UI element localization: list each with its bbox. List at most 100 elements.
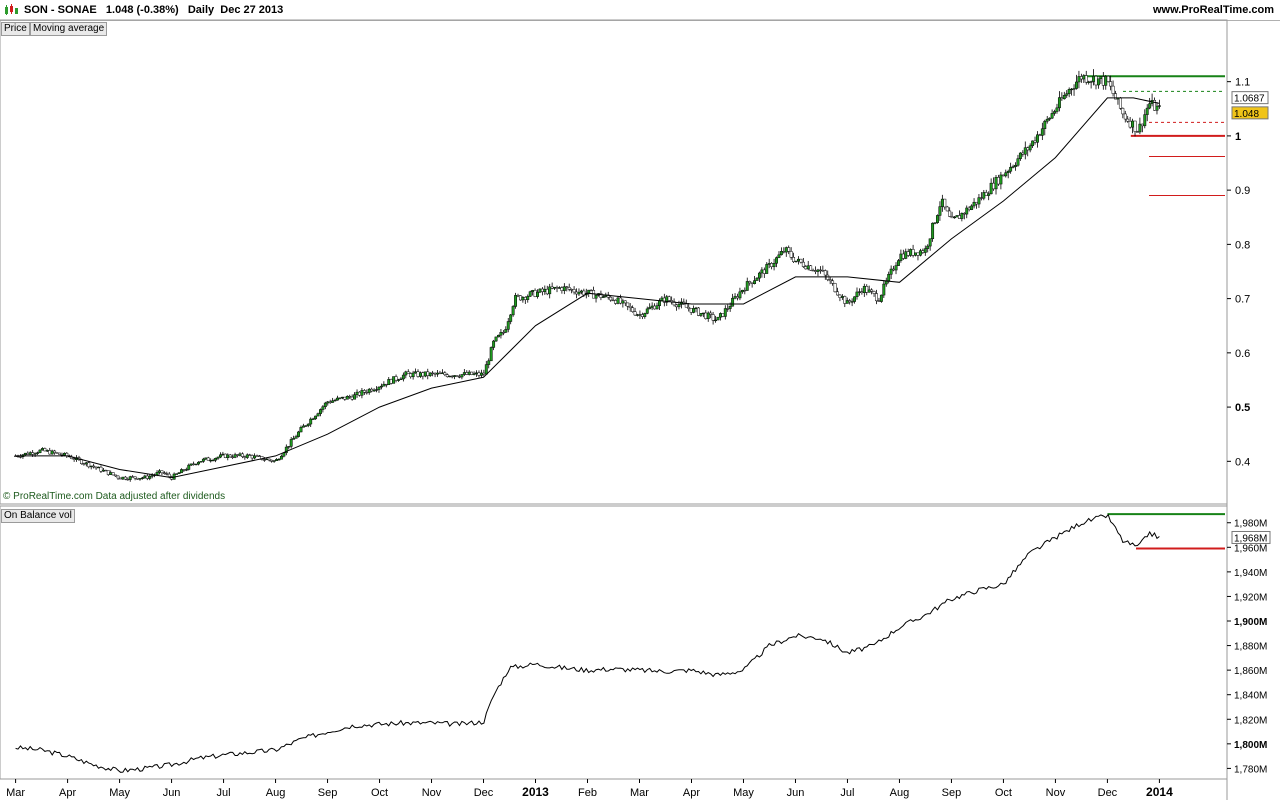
candle-body: [345, 396, 349, 400]
candle-body: [267, 458, 271, 461]
candle-body: [740, 289, 744, 293]
candle-body: [816, 269, 820, 272]
x-axis-label: Nov: [1046, 787, 1066, 799]
candle-body: [1004, 172, 1008, 177]
candle-body: [821, 270, 825, 272]
candle-body: [936, 215, 939, 223]
candle-body: [516, 295, 520, 297]
candle-body: [704, 312, 708, 319]
candle-body: [970, 205, 974, 210]
x-axis-label: Jul: [840, 787, 854, 799]
candle-body: [926, 245, 930, 249]
candle-body: [358, 391, 361, 396]
candle-body: [901, 253, 905, 259]
candle-body: [1104, 76, 1108, 86]
candle-body: [426, 371, 430, 376]
axis-labels: 1.1 1 0.9 0.8 0.7 0.6 0.5 0.4 1.0687 1.048 1,980M 1…: [6, 77, 1271, 799]
candle-body: [423, 371, 427, 377]
candle-body: [962, 212, 966, 215]
candle-body: [1121, 108, 1125, 115]
candle-body: [353, 394, 357, 400]
candle-body: [828, 279, 832, 282]
candle-body: [757, 272, 761, 279]
candle-body: [323, 402, 327, 407]
candle-body: [948, 210, 952, 217]
candle-body: [543, 288, 547, 292]
candle-body: [458, 376, 461, 378]
candle-body: [1070, 88, 1074, 91]
candle-body: [421, 372, 425, 377]
candle-body: [621, 300, 625, 304]
candle-body: [201, 458, 205, 462]
candle-body: [765, 264, 769, 274]
candle-body: [777, 254, 781, 258]
candle-body: [558, 287, 561, 289]
candle-body: [567, 287, 571, 290]
candle-body: [940, 198, 944, 207]
candle-body: [111, 472, 115, 476]
candle-body: [789, 251, 793, 258]
candle-body: [387, 379, 391, 385]
brand-link[interactable]: www.ProRealTime.com: [1152, 4, 1274, 16]
candle-body: [726, 308, 730, 310]
candle-body: [53, 450, 57, 453]
candle-body: [401, 374, 405, 380]
candle-body: [928, 238, 932, 247]
candle-body: [943, 198, 947, 208]
obv-tag[interactable]: On Balance vol: [1, 509, 75, 523]
price-axis-label: 1.1: [1235, 77, 1250, 89]
candle-body: [1101, 76, 1105, 86]
candle-body: [933, 222, 937, 224]
obv-axis-label: 1,820M: [1234, 715, 1267, 726]
candle-body: [526, 296, 530, 300]
candle-body: [636, 314, 639, 316]
candle-body: [850, 301, 854, 303]
candle-body: [528, 291, 532, 297]
candle-body: [504, 329, 508, 333]
x-axis-label: Apr: [59, 787, 76, 799]
symbol-name: SON - SONAE: [24, 4, 97, 16]
price-tag[interactable]: Price: [1, 22, 30, 36]
x-axis-label: Sep: [942, 787, 962, 799]
candle-body: [921, 250, 925, 253]
obv-axis-label: 1,880M: [1234, 642, 1267, 653]
candle-body: [367, 388, 371, 393]
candle-body: [855, 291, 859, 298]
candle-body: [987, 193, 991, 196]
candle-body: [840, 296, 844, 298]
candle-body: [623, 300, 627, 304]
candle-body: [23, 452, 27, 456]
candle-body: [823, 270, 827, 276]
candle-body: [694, 307, 698, 310]
candle-body: [853, 296, 857, 302]
candle-body: [706, 312, 710, 319]
candle-body: [521, 297, 525, 301]
candle-body: [1018, 152, 1022, 159]
candle-body: [1011, 166, 1015, 168]
candle-body: [136, 477, 139, 480]
candle-body: [645, 308, 649, 314]
candle-body: [892, 268, 896, 271]
candle-body: [838, 294, 842, 298]
candle-body: [433, 373, 437, 375]
candle-body: [28, 452, 32, 455]
obv-axis-label: 1,960M: [1234, 543, 1267, 554]
candle-body: [494, 336, 498, 342]
moving-average-tag[interactable]: Moving average: [30, 22, 108, 36]
candle-body: [616, 297, 620, 304]
x-axis-label: 2014: [1146, 785, 1173, 799]
candle-body: [460, 374, 464, 378]
candle-body: [445, 374, 449, 377]
candle-body: [760, 269, 764, 274]
candle-body: [418, 372, 422, 377]
x-axis-label: 2013: [522, 785, 549, 799]
candle-body: [431, 372, 435, 375]
candle-body: [121, 476, 125, 480]
candle-body: [601, 296, 605, 298]
candle-body: [260, 456, 264, 460]
candle-body: [899, 253, 903, 261]
candle-body: [514, 295, 518, 307]
price-value-label: 1.048: [1234, 109, 1259, 120]
candle-body: [1048, 117, 1052, 120]
